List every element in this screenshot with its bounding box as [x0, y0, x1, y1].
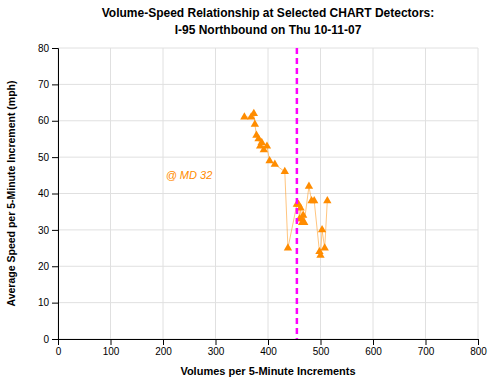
data-point — [265, 156, 273, 163]
y-tick-mark — [52, 303, 58, 304]
data-point — [323, 196, 331, 203]
data-point — [300, 218, 308, 225]
data-line — [244, 113, 327, 255]
grid-line — [373, 48, 374, 339]
x-tick-mark — [268, 339, 269, 345]
y-tick: 10 — [38, 297, 58, 308]
data-point — [316, 251, 324, 258]
grid-line — [320, 48, 321, 339]
data-point — [251, 120, 259, 127]
data-point — [321, 243, 329, 250]
x-tick: 600 — [365, 339, 382, 357]
x-axis: 0 100 200 300 400 500 600 700 800 — [56, 339, 488, 357]
grid-line — [163, 48, 164, 339]
y-axis-title: Average Speed per 5-Minute Increment (mp… — [5, 81, 17, 307]
data-point — [299, 211, 307, 218]
y-tick-label: 50 — [38, 152, 50, 163]
reference-line — [296, 48, 299, 339]
data-point — [240, 112, 248, 119]
grid-line — [268, 48, 269, 339]
x-axis-title: Volumes per 5-Minute Increments — [180, 365, 355, 377]
marks — [240, 48, 331, 339]
y-tick: 50 — [38, 152, 58, 163]
x-tick-mark — [478, 339, 479, 345]
y-axis: 0 10 20 30 40 50 60 70 80 — [38, 43, 59, 345]
x-tick: 300 — [208, 339, 225, 357]
plot-area: 0 100 200 300 400 500 600 700 800 0 10 20 30 40 50 60 70… — [38, 43, 487, 357]
x-tick-mark — [321, 339, 322, 345]
data-point — [263, 141, 271, 148]
title: Volume-Speed Relationship at Selected CH… — [102, 6, 435, 20]
y-tick: 60 — [38, 115, 58, 126]
grid-line — [215, 48, 216, 339]
y-tick-mark — [52, 48, 58, 49]
y-tick: 80 — [38, 43, 58, 54]
y-tick-mark — [52, 266, 58, 267]
x-tick-label: 400 — [260, 346, 277, 357]
x-tick-mark — [426, 339, 427, 345]
y-tick-label: 70 — [38, 79, 50, 90]
x-tick-mark — [216, 339, 217, 345]
x-tick: 500 — [313, 339, 330, 357]
x-tick-label: 600 — [365, 346, 382, 357]
subtitle: I-95 Northbound on Thu 10-11-07 — [175, 23, 362, 37]
x-axis-line — [59, 340, 479, 346]
y-tick-label: 10 — [38, 297, 50, 308]
x-tick-label: 200 — [155, 346, 172, 357]
x-tick: 800 — [470, 339, 487, 357]
data-point — [318, 225, 326, 232]
y-tick: 0 — [43, 334, 58, 345]
x-tick: 200 — [155, 339, 172, 357]
data-point — [271, 160, 279, 167]
y-tick-label: 60 — [38, 115, 50, 126]
grid-line — [425, 48, 426, 339]
x-tick-label: 500 — [313, 346, 330, 357]
y-tick-label: 20 — [38, 261, 50, 272]
x-tick-label: 100 — [103, 346, 120, 357]
x-tick-label: 300 — [208, 346, 225, 357]
grid-line — [110, 48, 111, 339]
x-tick: 700 — [418, 339, 435, 357]
x-tick: 400 — [260, 339, 277, 357]
y-tick: 40 — [38, 188, 58, 199]
x-tick-mark — [373, 339, 374, 345]
data-point — [258, 138, 266, 145]
chart: 0 100 200 300 400 500 600 700 800 0 10 20 30 40 50 60 70… — [0, 0, 500, 385]
y-tick-mark — [52, 157, 58, 158]
y-tick-label: 0 — [43, 334, 49, 345]
grid-line — [478, 48, 479, 339]
data-point — [310, 196, 318, 203]
y-tick-mark — [52, 121, 58, 122]
y-tick: 20 — [38, 261, 58, 272]
y-tick-label: 30 — [38, 225, 50, 236]
x-tick-mark — [163, 339, 164, 345]
x-tick-label: 700 — [418, 346, 435, 357]
y-tick-label: 40 — [38, 188, 50, 199]
data-point — [250, 109, 258, 116]
y-tick: 70 — [38, 79, 58, 90]
x-tick-label: 800 — [470, 346, 487, 357]
data-point — [305, 181, 313, 188]
y-tick-mark — [52, 339, 58, 340]
data-point — [281, 167, 289, 174]
x-tick: 100 — [103, 339, 120, 357]
annotation: @ MD 32 — [166, 169, 213, 181]
y-tick-label: 80 — [38, 43, 50, 54]
x-tick-label: 0 — [56, 346, 62, 357]
x-tick: 0 — [56, 339, 62, 357]
x-tick-mark — [111, 339, 112, 345]
data-point — [284, 243, 292, 250]
y-tick-mark — [52, 84, 58, 85]
y-axis-line — [52, 49, 59, 340]
y-tick-mark — [52, 194, 58, 195]
y-tick-mark — [52, 230, 58, 231]
grid — [58, 48, 478, 339]
y-tick: 30 — [38, 225, 58, 236]
